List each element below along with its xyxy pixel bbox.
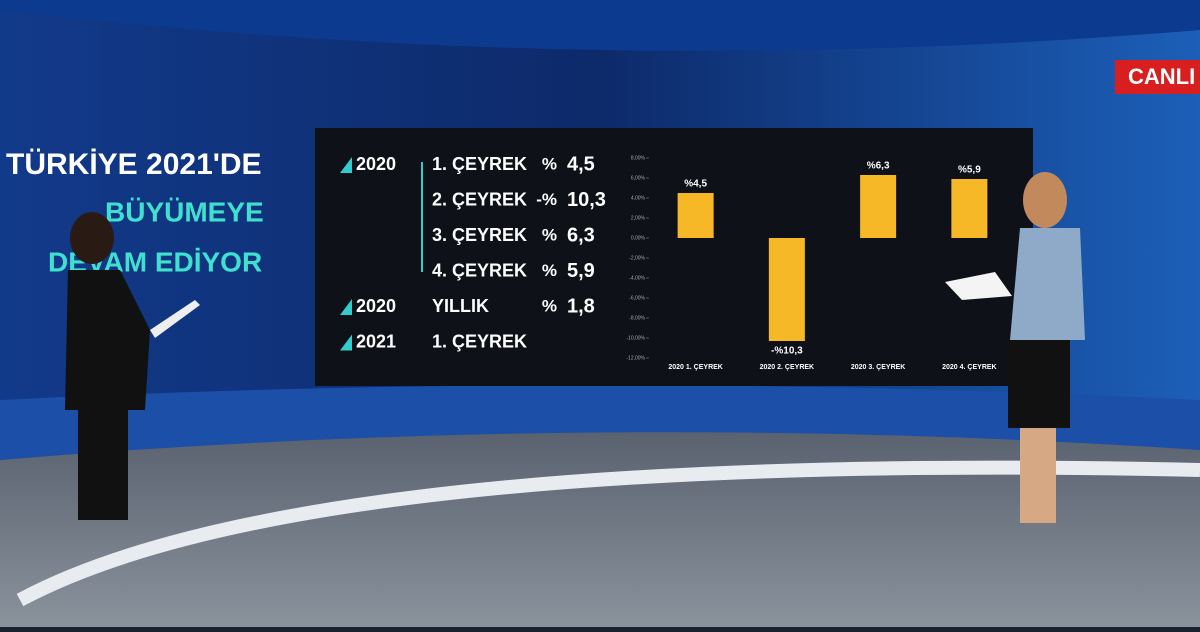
x-tick-label: 2020 1. ÇEYREK bbox=[668, 364, 722, 371]
y-tick-label: 6,00% bbox=[631, 175, 646, 181]
value-label: %4,5 bbox=[684, 179, 707, 190]
bar bbox=[860, 175, 897, 238]
live-badge-bg bbox=[1115, 60, 1200, 94]
row-icon bbox=[340, 157, 352, 173]
row-value: 1,8 bbox=[567, 295, 595, 317]
row-value: 4,5 bbox=[567, 153, 595, 175]
y-tick-label: 4,00% bbox=[631, 195, 646, 201]
y-tick-label: -4,00% bbox=[629, 275, 645, 281]
y-tick-label: -6,00% bbox=[629, 295, 645, 301]
row-sign: % bbox=[542, 296, 557, 315]
y-tick-label: 0,00% bbox=[631, 235, 646, 241]
row-icon bbox=[340, 299, 352, 315]
row-period: 3. ÇEYREK bbox=[432, 225, 527, 245]
y-tick-label: -2,00% bbox=[629, 255, 645, 261]
screen-panel bbox=[315, 128, 1033, 386]
value-label: %6,3 bbox=[867, 161, 890, 172]
row-year: 2020 bbox=[356, 154, 396, 174]
y-tick-label: 2,00% bbox=[631, 215, 646, 221]
bar bbox=[677, 193, 714, 238]
row-period: YILLIK bbox=[432, 296, 489, 316]
headline-line: BÜYÜMEYE bbox=[105, 196, 264, 227]
bar bbox=[951, 179, 988, 238]
row-sign: % bbox=[542, 261, 557, 280]
row-year: 2020 bbox=[356, 296, 396, 316]
row-icon bbox=[340, 334, 352, 351]
row-sign: % bbox=[542, 225, 557, 244]
row-value: 6,3 bbox=[567, 224, 595, 246]
x-tick-label: 2020 4. ÇEYREK bbox=[942, 364, 996, 371]
row-period: 1. ÇEYREK bbox=[432, 154, 527, 174]
x-tick-label: 2020 3. ÇEYREK bbox=[851, 364, 905, 371]
headline-line: TÜRKİYE 2021'DE bbox=[6, 148, 262, 181]
row-sign: % bbox=[542, 154, 557, 173]
y-tick-label: -12,00% bbox=[626, 355, 645, 361]
row-year: 2021 bbox=[356, 331, 396, 351]
row-value: 10,3 bbox=[567, 189, 606, 211]
y-tick-label: -8,00% bbox=[629, 315, 645, 321]
floor-ring bbox=[16, 460, 1200, 607]
row-period: 4. ÇEYREK bbox=[432, 260, 527, 280]
row-period: 2. ÇEYREK bbox=[432, 189, 527, 209]
bar bbox=[768, 238, 805, 341]
presenter-right bbox=[945, 172, 1085, 523]
value-label: -%10,3 bbox=[771, 346, 803, 357]
floor bbox=[0, 432, 1200, 627]
y-tick-label: 8,00% bbox=[631, 155, 646, 161]
row-period: 1. ÇEYREK bbox=[432, 331, 527, 351]
live-badge: CANLI bbox=[1128, 64, 1195, 89]
presenter-left bbox=[65, 212, 200, 520]
row-sign: -% bbox=[536, 190, 557, 209]
x-tick-label: 2020 2. ÇEYREK bbox=[760, 364, 814, 371]
row-value: 5,9 bbox=[567, 260, 595, 282]
y-tick-label: -10,00% bbox=[626, 335, 645, 341]
value-label: %5,9 bbox=[958, 165, 981, 176]
